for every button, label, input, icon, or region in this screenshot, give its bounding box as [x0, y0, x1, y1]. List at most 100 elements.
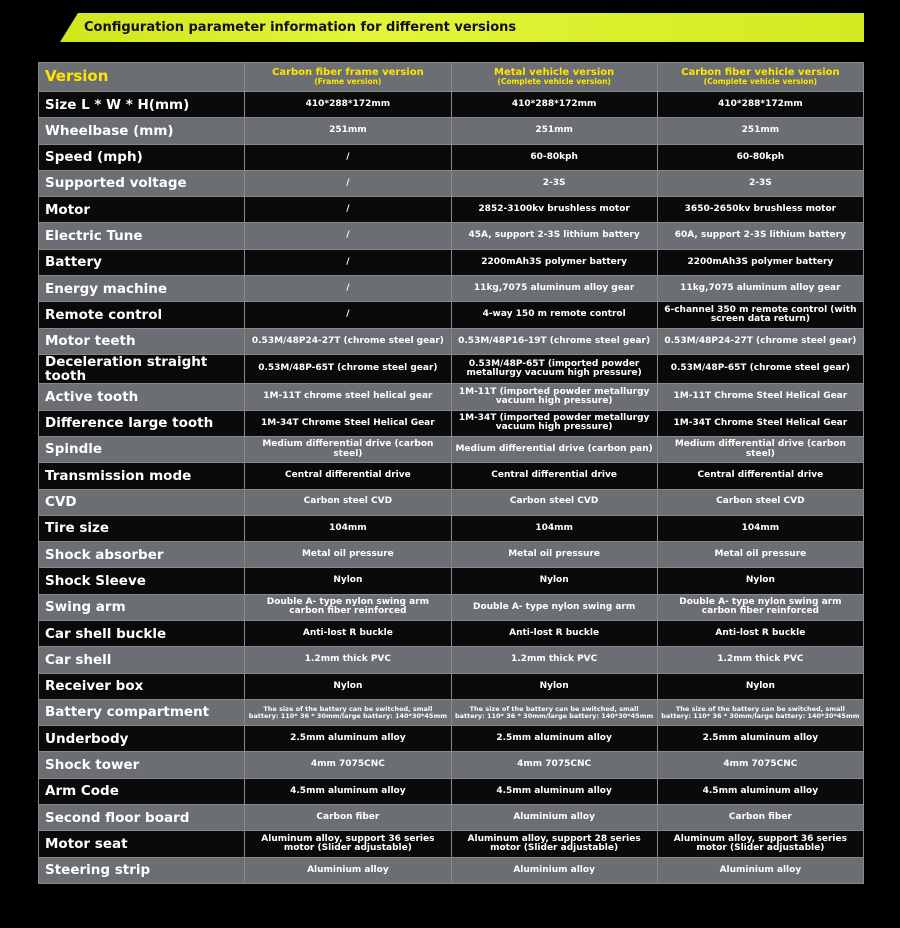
spec-value: Carbon steel CVD [244, 488, 452, 516]
corner-cell: Version [37, 62, 246, 92]
row-label: Energy machine [37, 275, 246, 303]
spec-row: Energy machine/11kg,7075 aluminum alloy … [37, 275, 865, 303]
row-label: Deceleration straight tooth [37, 353, 246, 385]
spec-value: Anti-lost R buckle [244, 619, 452, 648]
spec-value: 4mm 7075CNC [656, 751, 865, 779]
spec-value: Anti-lost R buckle [450, 619, 658, 648]
spec-value: / [244, 196, 452, 224]
spec-value: 0.53M/48P-65T (imported powder metallurg… [450, 353, 658, 385]
spec-value: 1M-34T (imported powder metallurgy vacuu… [450, 409, 658, 437]
spec-value: 4.5mm aluminum alloy [450, 777, 658, 806]
spec-value: 1M-11T Chrome Steel Helical Gear [656, 383, 865, 411]
spec-value: / [244, 143, 452, 171]
banner: Configuration parameter information for … [38, 13, 864, 42]
spec-value: 104mm [450, 514, 658, 543]
spec-value: 2852-3100kv brushless motor [450, 196, 658, 224]
spec-value: 2.5mm aluminum alloy [244, 725, 452, 753]
spec-value: Metal oil pressure [450, 541, 658, 569]
spec-value: 60A, support 2-3S lithium battery [656, 222, 865, 250]
spec-value: Anti-lost R buckle [656, 619, 865, 648]
spec-value: 2-3S [450, 169, 658, 198]
row-label: Battery compartment [37, 698, 246, 727]
spec-value: Central differential drive [244, 462, 452, 490]
spec-value: Carbon steel CVD [656, 488, 865, 516]
column-name: Carbon fiber vehicle version [681, 66, 840, 78]
spec-value: 0.53M/48P-65T (chrome steel gear) [244, 353, 452, 385]
spec-value: The size of the battery can be switched,… [656, 698, 865, 727]
row-label: Receiver box [37, 672, 246, 700]
spec-row: Battery compartment The size of the batte… [37, 698, 865, 727]
spec-value: Carbon fiber [656, 804, 865, 832]
spec-value: Central differential drive [656, 462, 865, 490]
column-header: Carbon fiber frame version (Frame version… [244, 62, 452, 92]
spec-value: Aluminum alloy, support 36 series motor … [656, 830, 865, 858]
column-name: Carbon fiber frame version [272, 66, 424, 78]
spec-row: Car shell 1.2mm thick PVC 1.2mm thick PVC 1… [37, 646, 865, 674]
spec-value: 1M-34T Chrome Steel Helical Gear [244, 409, 452, 437]
column-name: Metal vehicle version [494, 66, 615, 78]
spec-value: 2200mAh3S polymer battery [656, 248, 865, 277]
spec-row: Supported voltage/2-3S 2-3S [37, 169, 865, 198]
row-label: Size L * W * H(mm) [37, 90, 246, 119]
spec-row: Electric Tune/45A, support 2-3S lithium … [37, 222, 865, 250]
row-label: Swing arm [37, 593, 246, 621]
row-label: Transmission mode [37, 462, 246, 490]
corner-label: Version [45, 67, 109, 86]
spec-value: Metal oil pressure [656, 541, 865, 569]
spec-row: Car shell buckle Anti-lost R buckle Anti-l… [37, 619, 865, 648]
row-label: Motor seat [37, 830, 246, 858]
spec-row: Spindle Medium differential drive (carbon… [37, 435, 865, 464]
page-title: Configuration parameter information for … [84, 20, 517, 35]
spec-value: Double A- type nylon swing arm [450, 593, 658, 621]
row-label: Shock Sleeve [37, 567, 246, 595]
header-row: Version Carbon fiber frame version (Frame … [37, 62, 865, 92]
spec-value: Medium differential drive (carbon steel) [656, 435, 865, 464]
spec-row: Wheelbase (mm) 251mm 251mm 251mm [37, 117, 865, 145]
spec-row: Receiver box Nylon Nylon Nylon [37, 672, 865, 700]
spec-row: Motor seat Aluminum alloy, support 36 ser… [37, 830, 865, 858]
spec-value: Medium differential drive (carbon pan) [450, 435, 658, 464]
spec-table: Version Carbon fiber frame version (Frame … [37, 62, 865, 884]
spec-value: Nylon [656, 567, 865, 595]
spec-value: 1M-11T (imported powder metallurgy vacuu… [450, 383, 658, 411]
spec-value: 0.53M/48P16-19T (chrome steel gear) [450, 327, 658, 355]
row-label: Active tooth [37, 383, 246, 411]
spec-value: 1.2mm thick PVC [656, 646, 865, 674]
spec-row: Deceleration straight tooth 0.53M/48P-65T… [37, 353, 865, 385]
spec-row: Underbody 2.5mm aluminum alloy 2.5mm alumi… [37, 725, 865, 753]
spec-value: Aluminum alloy, support 36 series motor … [244, 830, 452, 858]
spec-value: Nylon [244, 672, 452, 700]
spec-value: 0.53M/48P-65T (chrome steel gear) [656, 353, 865, 385]
spec-value: 11kg,7075 aluminum alloy gear [450, 275, 658, 303]
spec-value: 410*288*172mm [244, 90, 452, 119]
spec-value: Aluminium alloy [450, 804, 658, 832]
spec-value: 251mm [656, 117, 865, 145]
row-label: Underbody [37, 725, 246, 753]
spec-value: Nylon [244, 567, 452, 595]
spec-value: / [244, 222, 452, 250]
column-subtitle: (Frame version) [314, 77, 382, 87]
row-label: Shock tower [37, 751, 246, 779]
row-label: Car shell buckle [37, 619, 246, 648]
row-label: Shock absorber [37, 541, 246, 569]
spec-value: 3650-2650kv brushless motor [656, 196, 865, 224]
spec-value: 6-channel 350 m remote control (with scr… [656, 301, 865, 329]
spec-value: 1M-34T Chrome Steel Helical Gear [656, 409, 865, 437]
spec-value: 4.5mm aluminum alloy [656, 777, 865, 806]
spec-value: The size of the battery can be switched,… [450, 698, 658, 727]
spec-value: Aluminium alloy [244, 856, 452, 884]
spec-value: 104mm [244, 514, 452, 543]
spec-value: 1.2mm thick PVC [244, 646, 452, 674]
spec-value: The size of the battery can be switched,… [244, 698, 452, 727]
spec-row: Second floor board Carbon fiber Aluminium … [37, 804, 865, 832]
spec-value: 2200mAh3S polymer battery [450, 248, 658, 277]
row-label: Electric Tune [37, 222, 246, 250]
row-label: Supported voltage [37, 169, 246, 198]
spec-value: Double A- type nylon swing arm carbon fi… [656, 593, 865, 621]
spec-value: 251mm [244, 117, 452, 145]
column-subtitle: (Complete vehicle version) [703, 77, 818, 87]
row-label: Steering strip [37, 856, 246, 884]
spec-row: Shock tower 4mm 7075CNC 4mm 7075CNC 4mm 707… [37, 751, 865, 779]
row-label: Car shell [37, 646, 246, 674]
